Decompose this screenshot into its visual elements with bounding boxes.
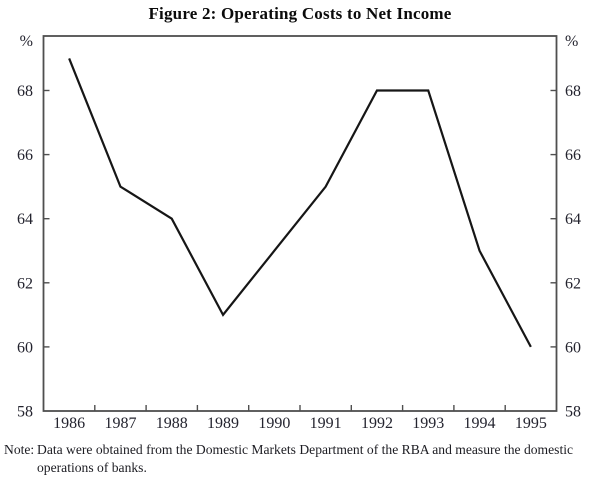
plot-border — [42, 35, 558, 412]
y-axis-label-left: 60 — [17, 339, 33, 356]
x-axis-label: 1987 — [104, 415, 136, 432]
data-line-operating-costs — [68, 58, 532, 348]
y-axis-label-left: 66 — [17, 147, 33, 164]
percent-unit-label-left: % — [20, 33, 33, 50]
y-axis-label-left: 64 — [17, 211, 33, 228]
y-axis-label-right: 58 — [565, 404, 581, 421]
y-axis-label-left: 58 — [17, 404, 33, 421]
x-axis-label: 1994 — [464, 415, 496, 432]
x-axis-label: 1991 — [310, 415, 342, 432]
y-axis-label-right: 68 — [565, 83, 581, 100]
footnote-text: Data were obtained from the Domestic Mar… — [37, 441, 598, 477]
chart-title: Figure 2: Operating Costs to Net Income — [148, 4, 452, 23]
y-axis-label-left: 68 — [17, 83, 33, 100]
line-chart-canvas: 58 58 60 60 62 62 64 64 66 66 68 68% % 1986 1987 1988 19… — [17, 33, 581, 432]
x-axis-label: 1993 — [412, 415, 444, 432]
x-axis-label: 1988 — [156, 415, 188, 432]
percent-unit-label-right: % — [565, 33, 578, 50]
x-axis-label: 1992 — [361, 415, 393, 432]
y-axis-label-right: 64 — [565, 211, 581, 228]
x-axis-label: 1986 — [53, 415, 85, 432]
x-axis-label: 1995 — [515, 415, 547, 432]
footnote: Note: Data were obtained from the Domest… — [4, 441, 598, 477]
y-axis-label-left: 62 — [17, 275, 33, 292]
y-axis-label-right: 66 — [565, 147, 581, 164]
y-axis-label-right: 60 — [565, 339, 581, 356]
footnote-label: Note: — [4, 442, 35, 457]
footnote-line-1: Data were obtained from the Domestic Mar… — [37, 442, 574, 457]
footnote-line-2: operations of banks. — [37, 460, 147, 475]
y-axis-label-right: 62 — [565, 275, 581, 292]
x-axis-label: 1989 — [207, 415, 239, 432]
x-axis-label: 1990 — [258, 415, 290, 432]
